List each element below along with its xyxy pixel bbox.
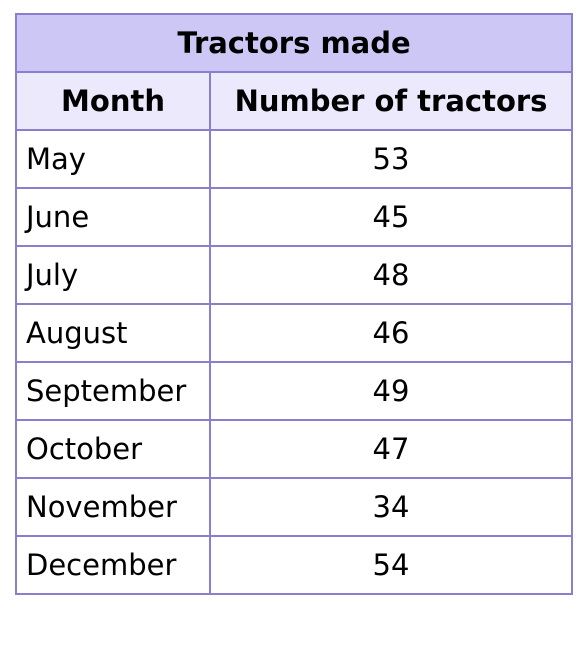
tractor-count-cell: 54 xyxy=(208,535,574,595)
title-row: Tractors made xyxy=(14,13,574,73)
table-row: December 54 xyxy=(15,535,574,595)
table-row: October 47 xyxy=(15,419,574,479)
tractor-count-cell: 48 xyxy=(208,245,574,305)
month-cell: September xyxy=(15,361,211,421)
month-cell: November xyxy=(15,477,211,537)
tractor-count-cell: 49 xyxy=(208,361,574,421)
month-cell: June xyxy=(15,187,211,247)
table-row: August 46 xyxy=(15,303,574,363)
table-body: May 53 June 45 July 48 August 46 September 49 Octo… xyxy=(15,129,574,595)
column-header-month: Month xyxy=(15,71,211,131)
month-cell: December xyxy=(15,535,211,595)
tractor-count-cell: 34 xyxy=(208,477,574,537)
tractor-count-cell: 47 xyxy=(208,419,574,479)
tractor-count-cell: 45 xyxy=(208,187,574,247)
table-row: November 34 xyxy=(15,477,574,537)
table-row: May 53 xyxy=(15,129,574,189)
month-cell: July xyxy=(15,245,211,305)
month-cell: October xyxy=(15,419,211,479)
tractor-count-cell: 53 xyxy=(208,129,574,189)
tractors-table: Tractors made Month Number of tractors M… xyxy=(14,13,574,595)
column-header-number-of-tractors: Number of tractors xyxy=(208,71,574,131)
month-cell: August xyxy=(15,303,211,363)
table-row: July 48 xyxy=(15,245,574,305)
header-row: Month Number of tractors xyxy=(15,71,574,131)
table-row: September 49 xyxy=(15,361,574,421)
table-title: Tractors made xyxy=(14,13,574,73)
table-row: June 45 xyxy=(15,187,574,247)
month-cell: May xyxy=(15,129,211,189)
tractor-count-cell: 46 xyxy=(208,303,574,363)
